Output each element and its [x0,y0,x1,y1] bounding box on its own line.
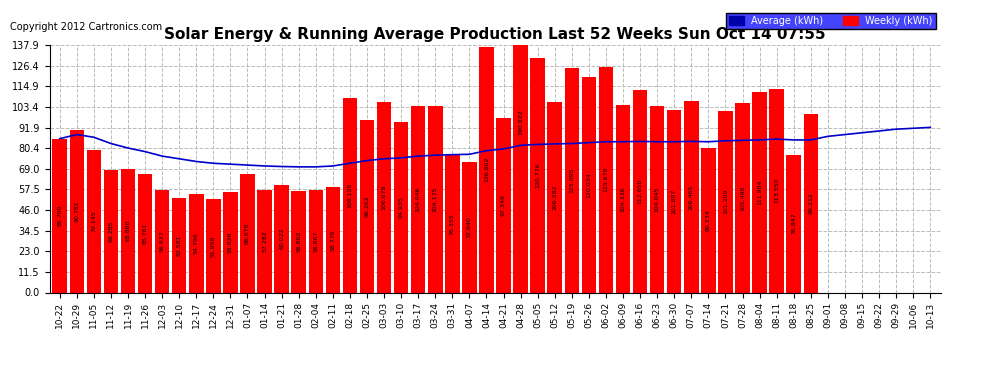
Text: 104.046: 104.046 [416,186,421,212]
Bar [326,187,341,292]
Text: 104.336: 104.336 [621,186,626,211]
Text: 72.640: 72.640 [467,216,472,238]
Text: 76.355: 76.355 [449,213,454,235]
Text: 56.937: 56.937 [159,231,164,252]
Bar [69,130,84,292]
Text: 55.826: 55.826 [228,232,233,253]
Bar [359,120,374,292]
Bar [206,199,221,292]
Bar [411,106,426,292]
Text: 106.282: 106.282 [552,184,557,210]
Text: 76.847: 76.847 [791,213,796,234]
Text: 106.465: 106.465 [689,184,694,210]
Bar [736,103,749,292]
Bar [274,185,289,292]
Bar [633,90,647,292]
Bar [394,122,408,292]
Bar [291,190,306,292]
Text: 52.581: 52.581 [177,235,182,256]
Text: 99.212: 99.212 [808,192,813,214]
Text: Copyright 2012 Cartronics.com: Copyright 2012 Cartronics.com [10,22,162,33]
Bar [496,118,511,292]
Text: 56.867: 56.867 [313,231,318,252]
Bar [257,190,272,292]
Bar [154,190,169,292]
Text: 106.078: 106.078 [381,184,386,210]
Bar [649,106,664,292]
Bar [564,68,579,292]
Text: 56.802: 56.802 [296,231,301,252]
Text: 104.045: 104.045 [654,186,659,212]
Bar [769,89,784,292]
Bar [87,150,101,292]
Bar [462,162,476,292]
Bar [479,47,494,292]
Bar [514,0,528,292]
Text: 54.796: 54.796 [194,232,199,254]
Text: 51.958: 51.958 [211,235,216,256]
Text: 120.034: 120.034 [586,172,591,198]
Bar [377,102,391,292]
Text: 125.095: 125.095 [569,168,574,193]
Bar [121,169,136,292]
Bar [582,77,596,292]
Text: 57.282: 57.282 [262,230,267,252]
Bar [343,99,357,292]
Bar [172,198,186,292]
Text: 66.078: 66.078 [245,222,250,244]
Text: 80.234: 80.234 [706,210,711,231]
Bar [428,105,443,292]
Text: 108.105: 108.105 [347,183,352,208]
Text: 68.285: 68.285 [109,220,114,242]
Text: 79.145: 79.145 [91,211,96,232]
Text: 94.935: 94.935 [399,196,404,218]
Text: 113.550: 113.550 [774,178,779,203]
Text: 105.498: 105.498 [740,185,745,211]
Text: 85.700: 85.700 [57,205,62,226]
Text: 101.607: 101.607 [672,189,677,214]
Bar [446,156,459,292]
Text: 101.209: 101.209 [723,189,728,214]
Bar [138,174,152,292]
Text: 58.776: 58.776 [331,229,336,251]
Bar [223,192,238,292]
Bar [531,58,544,292]
Bar [616,105,631,292]
Text: 104.175: 104.175 [433,186,438,212]
Text: 112.650: 112.650 [638,179,643,204]
Bar [104,170,118,292]
Text: 60.022: 60.022 [279,228,284,249]
Bar [752,92,767,292]
Bar [667,110,681,292]
Bar [786,154,801,292]
Text: 190.022: 190.022 [518,109,523,135]
Text: 65.761: 65.761 [143,223,148,244]
Bar [804,114,818,292]
Legend: Average (kWh), Weekly (kWh): Average (kWh), Weekly (kWh) [726,13,936,28]
Title: Solar Energy & Running Average Production Last 52 Weeks Sun Oct 14 07:55: Solar Energy & Running Average Productio… [164,27,826,42]
Text: 90.781: 90.781 [74,200,79,222]
Text: 97.349: 97.349 [501,194,506,216]
Bar [684,101,699,292]
Bar [547,102,562,292]
Text: 136.802: 136.802 [484,157,489,183]
Text: 125.678: 125.678 [604,167,609,192]
Bar [599,67,613,292]
Bar [718,111,733,292]
Bar [189,194,204,292]
Text: 111.984: 111.984 [757,179,762,205]
Bar [241,174,254,292]
Bar [52,139,67,292]
Text: 68.860: 68.860 [126,220,131,242]
Text: 96.262: 96.262 [364,195,369,217]
Bar [309,190,323,292]
Text: 130.776: 130.776 [536,162,541,188]
Bar [701,148,716,292]
